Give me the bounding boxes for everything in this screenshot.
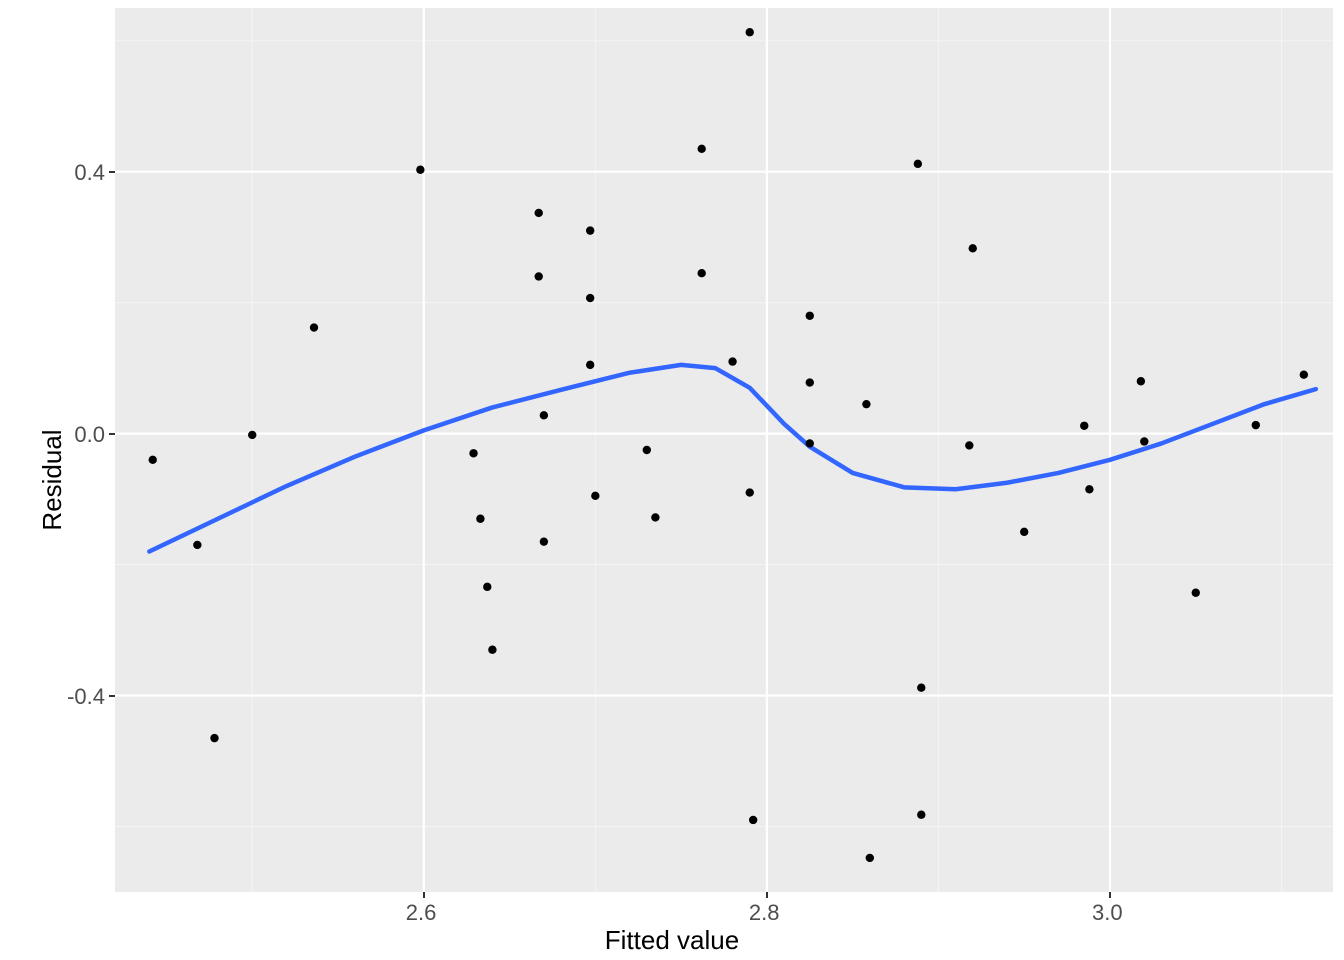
y-axis-title: Residual bbox=[37, 429, 68, 530]
plot-panel bbox=[115, 8, 1333, 892]
data-point bbox=[586, 294, 594, 302]
data-point bbox=[483, 583, 491, 591]
data-point bbox=[149, 456, 157, 464]
y-tick-mark bbox=[109, 695, 115, 697]
y-tick-label: 0.4 bbox=[74, 160, 105, 186]
data-point bbox=[1252, 421, 1260, 429]
data-point bbox=[1300, 370, 1308, 378]
data-point bbox=[643, 446, 651, 454]
data-point bbox=[806, 439, 814, 447]
data-point bbox=[917, 811, 925, 819]
data-point bbox=[540, 411, 548, 419]
data-point bbox=[1140, 437, 1148, 445]
data-point bbox=[1020, 528, 1028, 536]
x-tick-label: 3.0 bbox=[1092, 900, 1123, 926]
data-point bbox=[969, 244, 977, 252]
data-point bbox=[746, 488, 754, 496]
data-point bbox=[1192, 589, 1200, 597]
data-point bbox=[965, 441, 973, 449]
y-tick-mark bbox=[109, 171, 115, 173]
data-point bbox=[416, 166, 424, 174]
data-point bbox=[697, 145, 705, 153]
data-point bbox=[914, 160, 922, 168]
data-point bbox=[248, 431, 256, 439]
residual-plot: Residual Fitted value 2.6 2.8 3.0 -0.4 0.0 0.… bbox=[0, 0, 1344, 960]
data-point bbox=[862, 400, 870, 408]
data-point bbox=[210, 734, 218, 742]
data-point bbox=[749, 816, 757, 824]
data-point bbox=[193, 541, 201, 549]
x-axis-title: Fitted value bbox=[605, 925, 739, 956]
data-point bbox=[1085, 485, 1093, 493]
data-point bbox=[1080, 422, 1088, 430]
x-tick-mark bbox=[423, 892, 425, 898]
data-point bbox=[917, 683, 925, 691]
data-point bbox=[476, 515, 484, 523]
data-point bbox=[806, 378, 814, 386]
data-point bbox=[310, 323, 318, 331]
x-tick-label: 2.6 bbox=[406, 900, 437, 926]
data-point bbox=[586, 226, 594, 234]
data-point bbox=[806, 312, 814, 320]
data-point bbox=[488, 646, 496, 654]
data-point bbox=[866, 854, 874, 862]
x-tick-label: 2.8 bbox=[749, 900, 780, 926]
x-tick-mark bbox=[766, 892, 768, 898]
data-point bbox=[651, 513, 659, 521]
data-point bbox=[1137, 377, 1145, 385]
loess-smooth-line bbox=[149, 365, 1316, 552]
data-point bbox=[728, 357, 736, 365]
y-tick-mark bbox=[109, 433, 115, 435]
data-point bbox=[746, 28, 754, 36]
y-tick-label: -0.4 bbox=[67, 684, 105, 710]
data-point bbox=[697, 269, 705, 277]
data-point bbox=[469, 449, 477, 457]
x-tick-mark bbox=[1109, 892, 1111, 898]
y-tick-label: 0.0 bbox=[74, 422, 105, 448]
data-point bbox=[591, 492, 599, 500]
data-point bbox=[540, 537, 548, 545]
data-point bbox=[535, 209, 543, 217]
data-point bbox=[586, 361, 594, 369]
data-point bbox=[535, 272, 543, 280]
